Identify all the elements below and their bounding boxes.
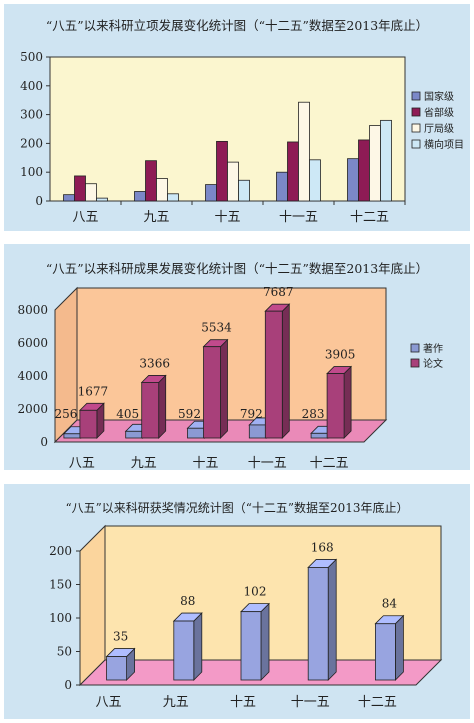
x-tick-label: 八五 <box>96 695 122 710</box>
bar-省部级 <box>74 175 86 202</box>
bar-国家级 <box>276 171 288 202</box>
x-tick-label: 十一五 <box>279 210 318 225</box>
bar-厅局级 <box>156 178 168 202</box>
bar-横向项目 <box>96 197 108 202</box>
bar-省部级 <box>145 160 157 202</box>
data-label: 3905 <box>325 348 356 362</box>
bar-国家级 <box>205 184 217 202</box>
left-wall <box>79 524 106 687</box>
y-tick-label: 100 <box>20 165 43 179</box>
legend-label: 国家级 <box>424 90 454 103</box>
legend-label: 横向项目 <box>424 138 464 151</box>
y-tick-label: 300 <box>20 108 43 122</box>
y-tick-label: 0 <box>64 678 72 692</box>
bar-横向项目 <box>167 193 179 202</box>
legend-label: 厅局级 <box>424 123 454 135</box>
x-tick-label: 九五 <box>143 210 169 225</box>
bar <box>307 558 338 681</box>
legend-swatch-厅局级 <box>411 123 421 133</box>
x-tick-label: 十二五 <box>350 210 389 225</box>
y-tick-label: 100 <box>49 611 72 625</box>
x-tick-label: 十五 <box>230 695 256 710</box>
legend-swatch-横向项目 <box>411 139 421 149</box>
data-label: 256 <box>54 407 77 421</box>
y-tick-label: 8000 <box>17 303 48 317</box>
y-tick-label: 4000 <box>17 369 48 383</box>
bar-厅局级 <box>298 101 310 202</box>
x-tick-label: 八五 <box>69 456 95 470</box>
data-label: 88 <box>180 594 195 608</box>
x-tick-label: 九五 <box>163 695 189 710</box>
bar-横向项目 <box>380 119 392 202</box>
x-tick-label: 十五 <box>192 456 218 470</box>
chart-panel-awards: “八五”以来科研获奖情况统计图（“十二五”数据至2013年底止） 0 50 100 1… <box>4 484 470 719</box>
x-tick-label: 九五 <box>131 456 157 470</box>
y-tick-label: 0 <box>35 194 43 208</box>
legend-swatch-省部级 <box>411 107 421 117</box>
bar <box>374 614 405 681</box>
legend-swatch-论文 <box>410 358 420 368</box>
bar-横向项目 <box>309 159 321 202</box>
legend-label: 论文 <box>423 357 443 370</box>
bar-厅局级 <box>85 183 97 202</box>
y-tick-label: 6000 <box>17 336 48 350</box>
data-label: 7687 <box>263 285 294 299</box>
bar <box>172 612 203 681</box>
bar-省部级 <box>287 141 299 202</box>
data-label: 792 <box>240 407 263 421</box>
bar <box>240 602 270 681</box>
bar-省部级 <box>358 139 370 202</box>
y-tick-label: 500 <box>20 50 43 64</box>
bar-论文 <box>78 402 105 439</box>
x-tick-label: 十一五 <box>248 456 287 470</box>
chart-projects-svg: 0 100 200 300 400 500 八五 九五 十五 十一五 十二五 国家级省部级厅局级横向项… <box>20 50 464 225</box>
data-label: 5534 <box>201 321 232 335</box>
bar-论文 <box>202 338 229 439</box>
data-label: 1677 <box>78 384 109 398</box>
y-tick-label: 200 <box>49 544 72 558</box>
chart-title-projects: “八五”以来科研立项发展变化统计图（“十二五”数据至2013年底止） <box>45 18 429 33</box>
legend-label: 省部级 <box>424 106 454 119</box>
y-tick-label: 200 <box>20 136 43 150</box>
bar-省部级 <box>216 140 228 202</box>
bar-论文 <box>140 374 167 439</box>
data-label: 405 <box>116 407 139 421</box>
bar-厅局级 <box>369 125 381 202</box>
bar-国家级 <box>63 194 75 202</box>
bar-论文 <box>264 303 291 439</box>
y-tick-label: 150 <box>49 578 72 592</box>
data-label: 168 <box>311 540 334 554</box>
x-tick-label: 十二五 <box>310 456 349 470</box>
y-tick-label: 0 <box>40 435 48 449</box>
x-tick-label: 十五 <box>214 210 240 225</box>
bar-国家级 <box>347 158 359 202</box>
bar-国家级 <box>134 191 146 202</box>
data-label: 3366 <box>139 356 170 370</box>
x-tick-label: 八五 <box>72 210 98 225</box>
data-label: 283 <box>302 407 325 421</box>
y-tick-label: 2000 <box>17 402 48 416</box>
data-label: 35 <box>113 630 128 644</box>
bar-横向项目 <box>238 179 250 202</box>
bar-厅局级 <box>227 161 239 202</box>
chart-title-achievements: “八五”以来科研成果发展变化统计图（“十二五”数据至2013年底止） <box>45 261 429 276</box>
data-label: 84 <box>382 597 398 611</box>
bar <box>105 647 136 681</box>
x-tick-label: 十一五 <box>291 695 330 710</box>
data-label: 102 <box>244 585 267 599</box>
chart-panel-achievements: “八五”以来科研成果发展变化统计图（“十二五”数据至2013年底止） 0 2000… <box>4 244 470 470</box>
data-label: 592 <box>178 407 201 421</box>
y-tick-label: 50 <box>57 645 72 659</box>
chart-panel-projects: “八五”以来科研立项发展变化统计图（“十二五”数据至2013年底止） 0 100 2… <box>4 4 470 231</box>
legend-swatch-国家级 <box>411 91 421 101</box>
y-tick-label: 400 <box>20 79 43 93</box>
chart-title-awards: “八五”以来科研获奖情况统计图（“十二五”数据至2013年底止） <box>65 501 409 515</box>
legend-label: 著作 <box>423 342 443 355</box>
legend-swatch-著作 <box>410 343 420 353</box>
bar-论文 <box>326 365 353 439</box>
chart-awards-svg: 0 50 100 150 200 35 八五 88 九五 102 十五 168 十一五 84 十二五 <box>49 524 443 710</box>
x-tick-label: 十二五 <box>358 695 397 710</box>
